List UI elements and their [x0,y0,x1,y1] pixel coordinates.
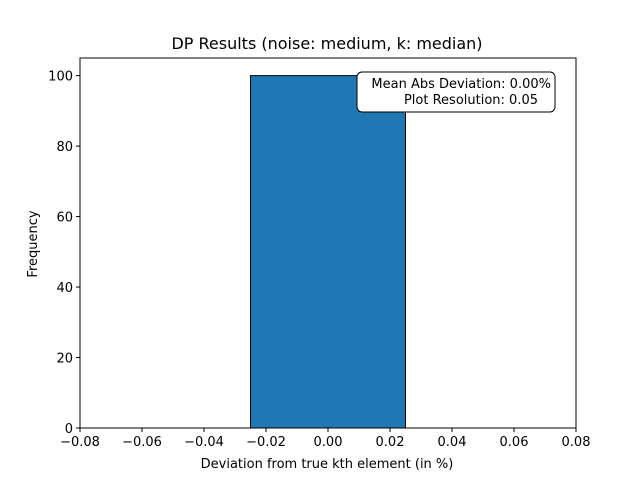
y-tick-label: 40 [56,281,73,296]
x-tick-label: −0.02 [246,435,286,450]
x-tick-label: −0.04 [184,435,224,450]
x-axis-title: Deviation from true kth element (in %) [201,457,454,472]
x-tick-label: −0.06 [122,435,162,450]
annotation-box: Mean Abs Deviation: 0.00%Plot Resolution… [356,71,556,113]
annotation-line: Mean Abs Deviation: 0.00% [371,77,551,92]
x-tick-label: 0.02 [376,435,405,450]
annotation-frame [356,71,556,113]
chart-title: DP Results (noise: medium, k: median) [171,34,482,53]
y-tick-label: 20 [56,352,73,367]
y-axis-title: Frequency [26,210,41,277]
x-tick-label: 0.08 [562,435,591,450]
y-tick-label: 0 [65,422,73,437]
y-tick-label: 60 [56,211,73,226]
histogram-bar-1 [250,75,406,429]
x-tick-label: −0.08 [60,435,100,450]
y-tick-label: 100 [48,70,73,85]
x-tick-label: 0.00 [314,435,343,450]
y-tick-label: 80 [56,140,73,155]
x-tick-label: 0.06 [500,435,529,450]
annotation-line: Plot Resolution: 0.05 [404,93,538,108]
plot-area: −0.08 −0.06 −0.04 −0.02 0.00 0.02 0.04 0.06 0.08… [48,57,591,450]
x-tick-label: 0.04 [438,435,467,450]
